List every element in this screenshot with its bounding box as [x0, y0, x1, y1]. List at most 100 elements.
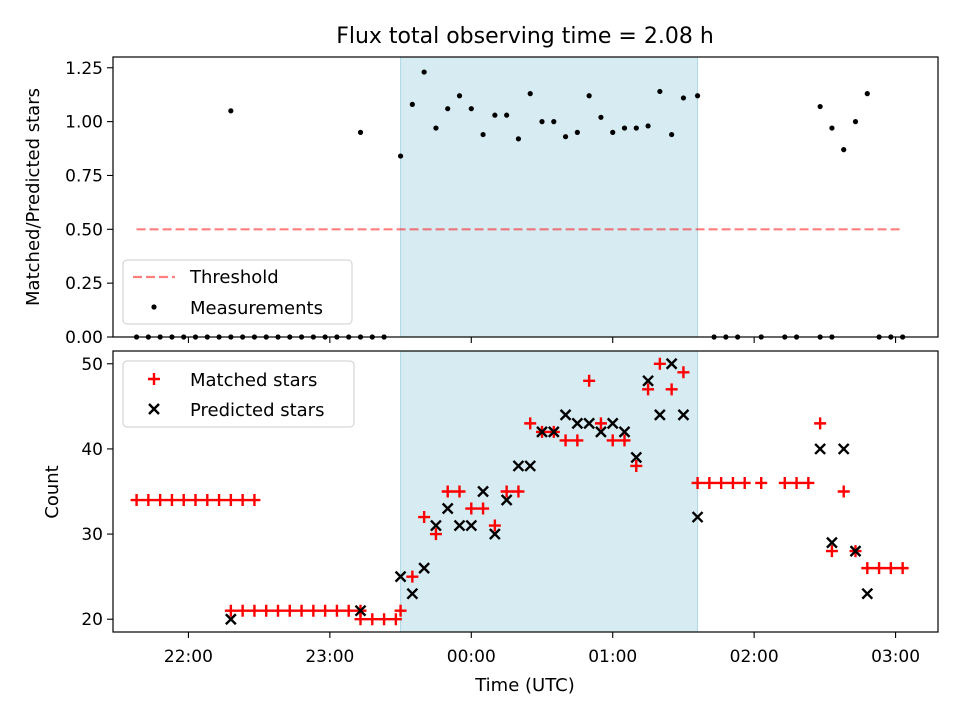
matched-star-point	[429, 528, 442, 541]
y-axis-ticks: 20 30 40 50	[81, 355, 113, 630]
matched-star-point	[738, 476, 751, 489]
x-axis-ticks	[187, 337, 897, 343]
matched-star-point	[594, 417, 607, 430]
predicted-star-point	[849, 545, 862, 557]
measurement-point	[433, 125, 439, 131]
legend-measurement-swatch	[151, 304, 157, 310]
predicted-star-point	[430, 519, 442, 532]
measurement-point	[852, 119, 859, 125]
measurement-point	[645, 123, 651, 129]
matched-star-point	[691, 476, 704, 489]
matched-star-point	[418, 511, 431, 524]
predicted-star-point	[512, 460, 525, 472]
matched-star-point	[861, 562, 874, 575]
measurement-point	[669, 131, 675, 138]
matched-star-point	[283, 604, 296, 617]
matched-star-point	[814, 417, 827, 430]
matched-star-point	[642, 383, 655, 396]
legend-threshold-label: Threshold	[189, 267, 279, 288]
measurement-point	[657, 88, 663, 95]
predicted-star-point	[814, 443, 826, 455]
y-tick-label: 0.25	[65, 274, 103, 294]
predicted-star-point	[406, 587, 419, 600]
measurement-point	[633, 125, 639, 131]
shaded-interval	[400, 56, 699, 338]
legend-measurement-label: Measurements	[190, 298, 323, 319]
measurement-point	[492, 112, 498, 118]
legend-matched-swatch	[148, 373, 160, 385]
predicted-star-point	[536, 426, 548, 438]
predicted-star-point	[837, 443, 850, 455]
matched-star-point	[703, 476, 716, 489]
measurement-point	[829, 125, 835, 131]
y-axis-label: Count	[42, 465, 63, 518]
matched-star-point	[715, 476, 728, 489]
predicted-star-point	[500, 494, 513, 506]
measurement-point	[539, 119, 545, 125]
y-tick-label: 30	[81, 525, 103, 545]
matched-star-point	[295, 604, 308, 617]
y-tick-label: 0.50	[65, 220, 103, 240]
y-axis-label: Matched/Predicted stars	[23, 88, 44, 306]
measurement-point	[480, 131, 486, 138]
measurement-point	[610, 129, 616, 135]
plot-frame	[112, 350, 939, 633]
measurement-point	[562, 134, 569, 140]
predicted-star-point	[559, 409, 572, 421]
measurement-point	[621, 125, 628, 131]
predicted-star-point	[394, 570, 407, 583]
measurement-point	[456, 93, 463, 99]
matched-star-point	[778, 476, 791, 489]
matched-star-point	[465, 502, 478, 515]
predicted-star-point	[630, 451, 643, 464]
y-tick-label: 0.00	[65, 328, 103, 348]
measurement-point	[515, 136, 522, 142]
matched-star-point	[378, 613, 391, 626]
predicted-star-point	[225, 613, 237, 626]
predicted-star-point	[453, 519, 466, 532]
predicted-star-point	[826, 536, 838, 549]
matched-star-point	[189, 494, 202, 507]
plot-marks	[130, 357, 909, 626]
measurement-point	[409, 101, 415, 107]
predicted-star-point	[571, 417, 584, 430]
matched-star-point	[790, 476, 803, 489]
measurement-point	[228, 108, 234, 114]
predicted-star-point	[583, 417, 595, 430]
predicted-star-point	[547, 426, 560, 438]
matched-star-point	[130, 494, 143, 507]
matched-star-point	[272, 604, 284, 617]
legend-predicted-label: Predicted stars	[190, 400, 324, 421]
measurement-point	[694, 93, 701, 99]
measurement-point	[817, 103, 823, 110]
x-tick-label: 03:00	[871, 647, 920, 667]
legend-box	[122, 259, 353, 325]
y-tick-label: 50	[81, 355, 103, 375]
y-tick-label: 1.25	[65, 59, 103, 79]
legend: Threshold Measurements	[122, 259, 353, 325]
predicted-star-point	[665, 357, 678, 370]
x-tick-label: 22:00	[164, 647, 213, 667]
measurement-point	[680, 95, 687, 101]
predicted-star-point	[354, 604, 367, 617]
matched-star-point	[677, 366, 690, 379]
matched-star-point	[653, 357, 666, 370]
x-tick-label: 01:00	[588, 647, 637, 667]
matched-star-point	[248, 604, 261, 617]
matched-star-point	[394, 604, 407, 617]
matched-star-point	[665, 383, 678, 396]
matched-star-point	[342, 604, 355, 617]
matched-star-point	[512, 485, 525, 498]
matched-star-point	[354, 613, 367, 626]
predicted-star-point	[654, 409, 666, 421]
matched-star-point	[755, 476, 768, 489]
x-axis-label: Time (UTC)	[474, 675, 575, 696]
matched-star-point	[248, 494, 261, 507]
y-tick-label: 1.00	[65, 113, 103, 133]
matched-star-point	[177, 494, 190, 507]
matched-star-point	[630, 459, 643, 472]
matched-star-point	[154, 494, 167, 507]
matched-star-point	[477, 502, 490, 515]
